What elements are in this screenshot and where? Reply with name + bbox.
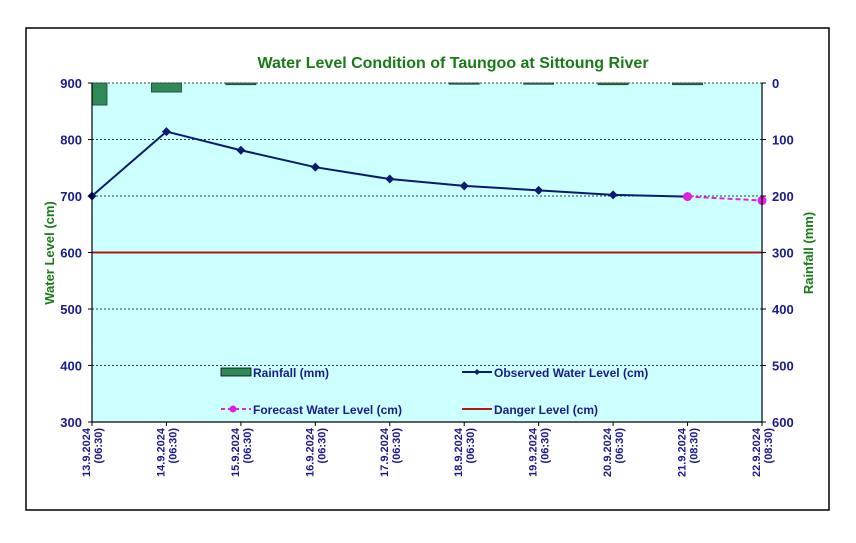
x-tick-time: (06:30) [391,428,403,464]
x-tick-date: 21.9.2024 [677,427,689,477]
observed-point [534,185,544,195]
x-tick-date: 13.9.2024 [81,427,93,477]
observed-point [608,190,618,200]
y-axis-title: Water Level (cm) [42,201,57,305]
y-axis-ticks: 900 800 700 600 500 400 300 [60,76,92,430]
x-tick-label: 21.9.2024 (08:30) [677,427,701,477]
x-tick-date: 19.9.2024 [528,427,540,477]
y-tick-label: 600 [60,246,82,261]
x-tick-date: 18.9.2024 [453,427,465,477]
legend-item-danger: Danger Level (cm) [462,403,598,417]
y-tick-label: 400 [60,359,82,374]
x-tick-label: 15.9.2024 (06:30) [230,427,254,477]
observed-series [87,127,693,202]
y-tick-label: 900 [60,76,82,91]
y-tick-label: 300 [60,415,82,430]
observed-point [236,145,246,155]
x-tick-date: 17.9.2024 [379,427,391,477]
rainfall-bars [91,82,703,106]
rainfall-bar [523,82,555,85]
x-tick-label: 14.9.2024 (06:30) [155,427,179,477]
legend-marker-forecast [229,405,237,413]
legend-item-forecast: Forecast Water Level (cm) [221,403,402,417]
observed-point [385,174,395,184]
legend-item-rainfall: Rainfall (mm) [220,366,329,380]
rainfall-bar [225,82,257,86]
x-tick-label: 22.9.2024 (08:30) [751,427,775,477]
y2-tick-label: 200 [772,189,794,204]
x-tick-time: (06:30) [614,428,626,464]
x-tick-date: 14.9.2024 [155,427,167,477]
x-tick-time: (06:30) [93,428,105,464]
observed-point [161,127,171,137]
x-tick-time: (08:30) [689,428,701,464]
x-tick-label: 19.9.2024 (06:30) [528,427,552,477]
x-tick-label: 13.9.2024 (06:30) [81,427,105,477]
rainfall-bar [151,82,182,93]
chart-title: Water Level Condition of Taungoo at Sitt… [257,55,648,72]
legend-label-forecast: Forecast Water Level (cm) [253,403,402,417]
x-tick-time: (06:30) [242,428,254,464]
legend: Rainfall (mm) Observed Water Level (cm) … [220,366,648,417]
y-tick-label: 700 [60,189,82,204]
x-tick-date: 16.9.2024 [304,427,316,477]
observed-point [310,162,320,172]
y2-tick-label: 100 [772,133,794,148]
forecast-point [683,192,693,202]
x-tick-date: 22.9.2024 [751,427,763,477]
legend-marker-observed [474,369,480,375]
rainfall-bar [672,82,703,86]
legend-label-rainfall: Rainfall (mm) [253,366,329,380]
x-tick-time: (06:30) [465,428,477,464]
x-tick-label: 17.9.2024 (06:30) [379,427,403,477]
legend-label-danger: Danger Level (cm) [494,403,598,417]
rainfall-bar [597,82,629,86]
x-tick-label: 20.9.2024 (06:30) [602,427,626,477]
forecast-line [687,195,763,202]
y2-tick-label: 600 [772,415,794,430]
y2-axis-title: Rainfall (mm) [801,212,816,294]
x-tick-time: (06:30) [167,428,179,464]
y2-tick-label: 400 [772,302,794,317]
y2-tick-label: 300 [772,246,794,261]
y-tick-label: 500 [60,302,82,317]
x-tick-time: (06:30) [316,428,328,464]
rainfall-bar [448,82,480,85]
x-tick-label: 16.9.2024 (06:30) [304,427,328,477]
y2-tick-label: 500 [772,359,794,374]
observed-point [459,181,469,191]
x-axis-ticks: 13.9.2024 (06:30) 14.9.2024 (06:30) 15.9.202… [81,422,775,477]
legend-item-observed: Observed Water Level (cm) [462,366,648,380]
y-tick-label: 800 [60,133,82,148]
x-tick-date: 15.9.2024 [230,427,242,477]
y2-tick-label: 0 [772,76,779,91]
x-tick-time: (06:30) [540,428,552,464]
x-tick-time: (08:30) [763,428,775,464]
x-tick-date: 20.9.2024 [602,427,614,477]
x-tick-label: 18.9.2024 (06:30) [453,427,477,477]
y2-axis-ticks: 0 100 200 300 400 500 600 [762,76,794,430]
rainfall-bar [91,82,108,106]
legend-swatch-rainfall [220,367,252,377]
legend-label-observed: Observed Water Level (cm) [494,366,648,380]
